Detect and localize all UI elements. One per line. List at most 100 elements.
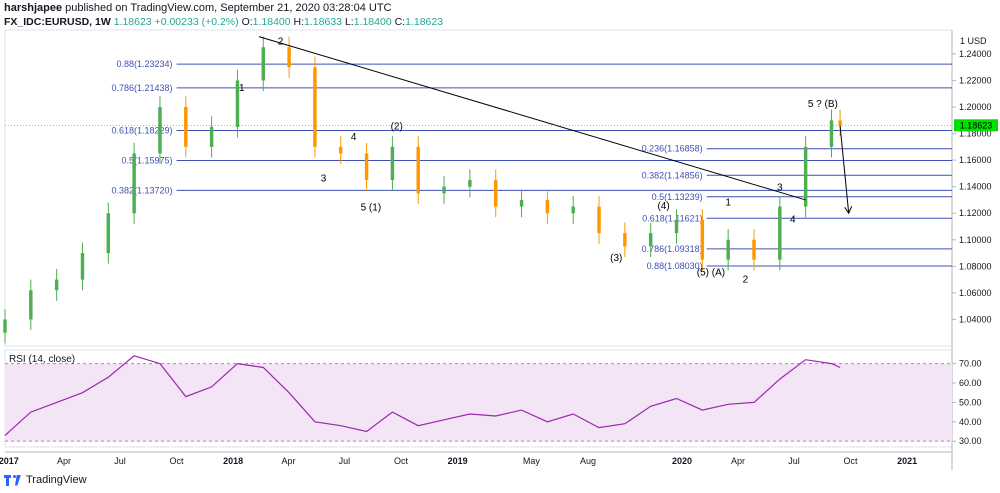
price-tick-label: 1.22000: [959, 75, 992, 85]
candle-body: [838, 120, 842, 126]
time-tick-label: Oct: [844, 456, 859, 466]
fib-level-label: 0.786(1.21438): [112, 83, 173, 93]
time-tick-label: Apr: [731, 456, 745, 466]
symbol-name: FX_IDC:EURUSD, 1W: [4, 16, 111, 28]
price-tick-label: 1.08000: [959, 261, 992, 271]
candle-body: [80, 253, 85, 280]
candle-body: [493, 180, 498, 207]
wave-label: 1: [239, 83, 245, 94]
close-value: 1.18623: [405, 16, 444, 28]
candle-body: [106, 213, 111, 254]
rsi-label: RSI (14, close): [9, 354, 75, 365]
time-tick-label: Jul: [788, 456, 800, 466]
wave-label: 3: [777, 183, 783, 194]
wave-label: 5 (1): [361, 203, 382, 214]
rsi-tick-label: 60.00: [959, 378, 982, 388]
fib-level-label: 0.5(1.13239): [652, 192, 703, 202]
high-label: H:: [293, 16, 305, 28]
time-tick-label: 2017: [0, 456, 19, 466]
wave-label: (5) (A): [697, 268, 725, 279]
price-tick-label: 1.14000: [959, 182, 992, 192]
time-tick-label: 2021: [897, 456, 917, 466]
time-tick-label: May: [523, 456, 541, 466]
rsi-tick-label: 50.00: [959, 397, 982, 407]
time-tick-label: Apr: [281, 456, 295, 466]
price-tick-label: 1.04000: [959, 314, 992, 324]
tradingview-logo[interactable]: TradingView: [4, 474, 87, 486]
candle-body: [468, 180, 472, 187]
price-axis-unit: 1 USD: [960, 36, 987, 46]
candle-body: [571, 206, 575, 214]
candle-body: [829, 120, 834, 147]
wave-label: (3): [610, 253, 622, 264]
candle-body: [313, 67, 317, 147]
price-tick-label: 1.12000: [959, 208, 992, 218]
publisher-name: harshjapee: [4, 2, 63, 14]
wave-label: 2: [743, 274, 749, 285]
fib-level-label: 0.382(1.14856): [642, 170, 703, 180]
candle-body: [752, 239, 756, 260]
candle-body: [132, 153, 136, 214]
candle-body: [3, 319, 7, 333]
candle-body: [339, 146, 343, 154]
fib-level-label: 0.382(1.13720): [112, 185, 173, 195]
wave-label: 2: [278, 37, 284, 48]
price-tick-label: 1.06000: [959, 288, 992, 298]
candle-body: [674, 219, 679, 234]
candle-body: [803, 146, 808, 207]
wave-label: 4: [790, 215, 796, 226]
fib-level-label: 0.5(1.15975): [122, 155, 173, 165]
wave-label: 4: [351, 132, 357, 143]
wave-label: 5 ? (B): [808, 99, 838, 110]
fib-level-label: 0.786(1.09318): [642, 244, 703, 254]
last-price-tag-bg: [954, 119, 998, 132]
candle-body: [54, 279, 59, 291]
fib-level-label: 0.618(1.11621): [642, 213, 702, 223]
rsi-band: [5, 363, 952, 442]
rsi-tick-label: 40.00: [959, 417, 982, 427]
price-tick-label: 1.24000: [959, 49, 992, 59]
symbol-line: FX_IDC:EURUSD, 1W 1.18623 +0.00233 (+0.2…: [4, 16, 443, 28]
candle-body: [519, 199, 524, 207]
rsi-tick-label: 70.00: [959, 359, 982, 369]
candle-body: [700, 219, 705, 260]
tradingview-logo-text: TradingView: [26, 474, 87, 486]
time-tick-label: Apr: [57, 456, 71, 466]
candle-body: [158, 107, 162, 154]
time-tick-label: Oct: [170, 456, 185, 466]
fib-level-label: 0.88(1.08030): [647, 261, 703, 271]
tradingview-logo-icon: [4, 474, 22, 486]
candle-body: [364, 153, 369, 181]
wave-label: (4): [657, 201, 669, 212]
fib-level-label: 0.236(1.16858): [642, 144, 703, 154]
candle-body: [623, 233, 627, 247]
trend-line: [258, 36, 806, 201]
candle-body: [416, 146, 420, 194]
time-tick-label: 2020: [672, 456, 692, 466]
candle-body: [726, 239, 730, 260]
candle-body: [261, 47, 265, 81]
high-value: 1.18633: [304, 16, 343, 28]
candle-body: [778, 206, 782, 260]
candle-body: [209, 126, 214, 147]
time-tick-label: 2019: [448, 456, 468, 466]
fib-level-label: 0.88(1.23234): [117, 59, 173, 69]
price-change: +0.00233 (+0.2%): [154, 16, 239, 28]
wave-label: 3: [321, 173, 327, 184]
candle-body: [442, 186, 446, 194]
price-tick-label: 1.20000: [959, 102, 992, 112]
forecast-arrow-head: [844, 206, 853, 215]
candle-body: [390, 146, 395, 181]
wave-label: (2): [391, 122, 403, 133]
candle-body: [287, 47, 291, 68]
time-tick-label: 2018: [223, 456, 243, 466]
low-label: L:: [344, 16, 354, 28]
close-label: C:: [394, 16, 406, 28]
candle-body: [545, 199, 550, 214]
open-value: 1.18400: [252, 16, 291, 28]
price-tick-label: 1.18000: [959, 129, 992, 139]
rsi-tick-label: 30.00: [959, 436, 982, 446]
last-price: 1.18623: [113, 16, 152, 28]
candle-body: [235, 80, 240, 127]
